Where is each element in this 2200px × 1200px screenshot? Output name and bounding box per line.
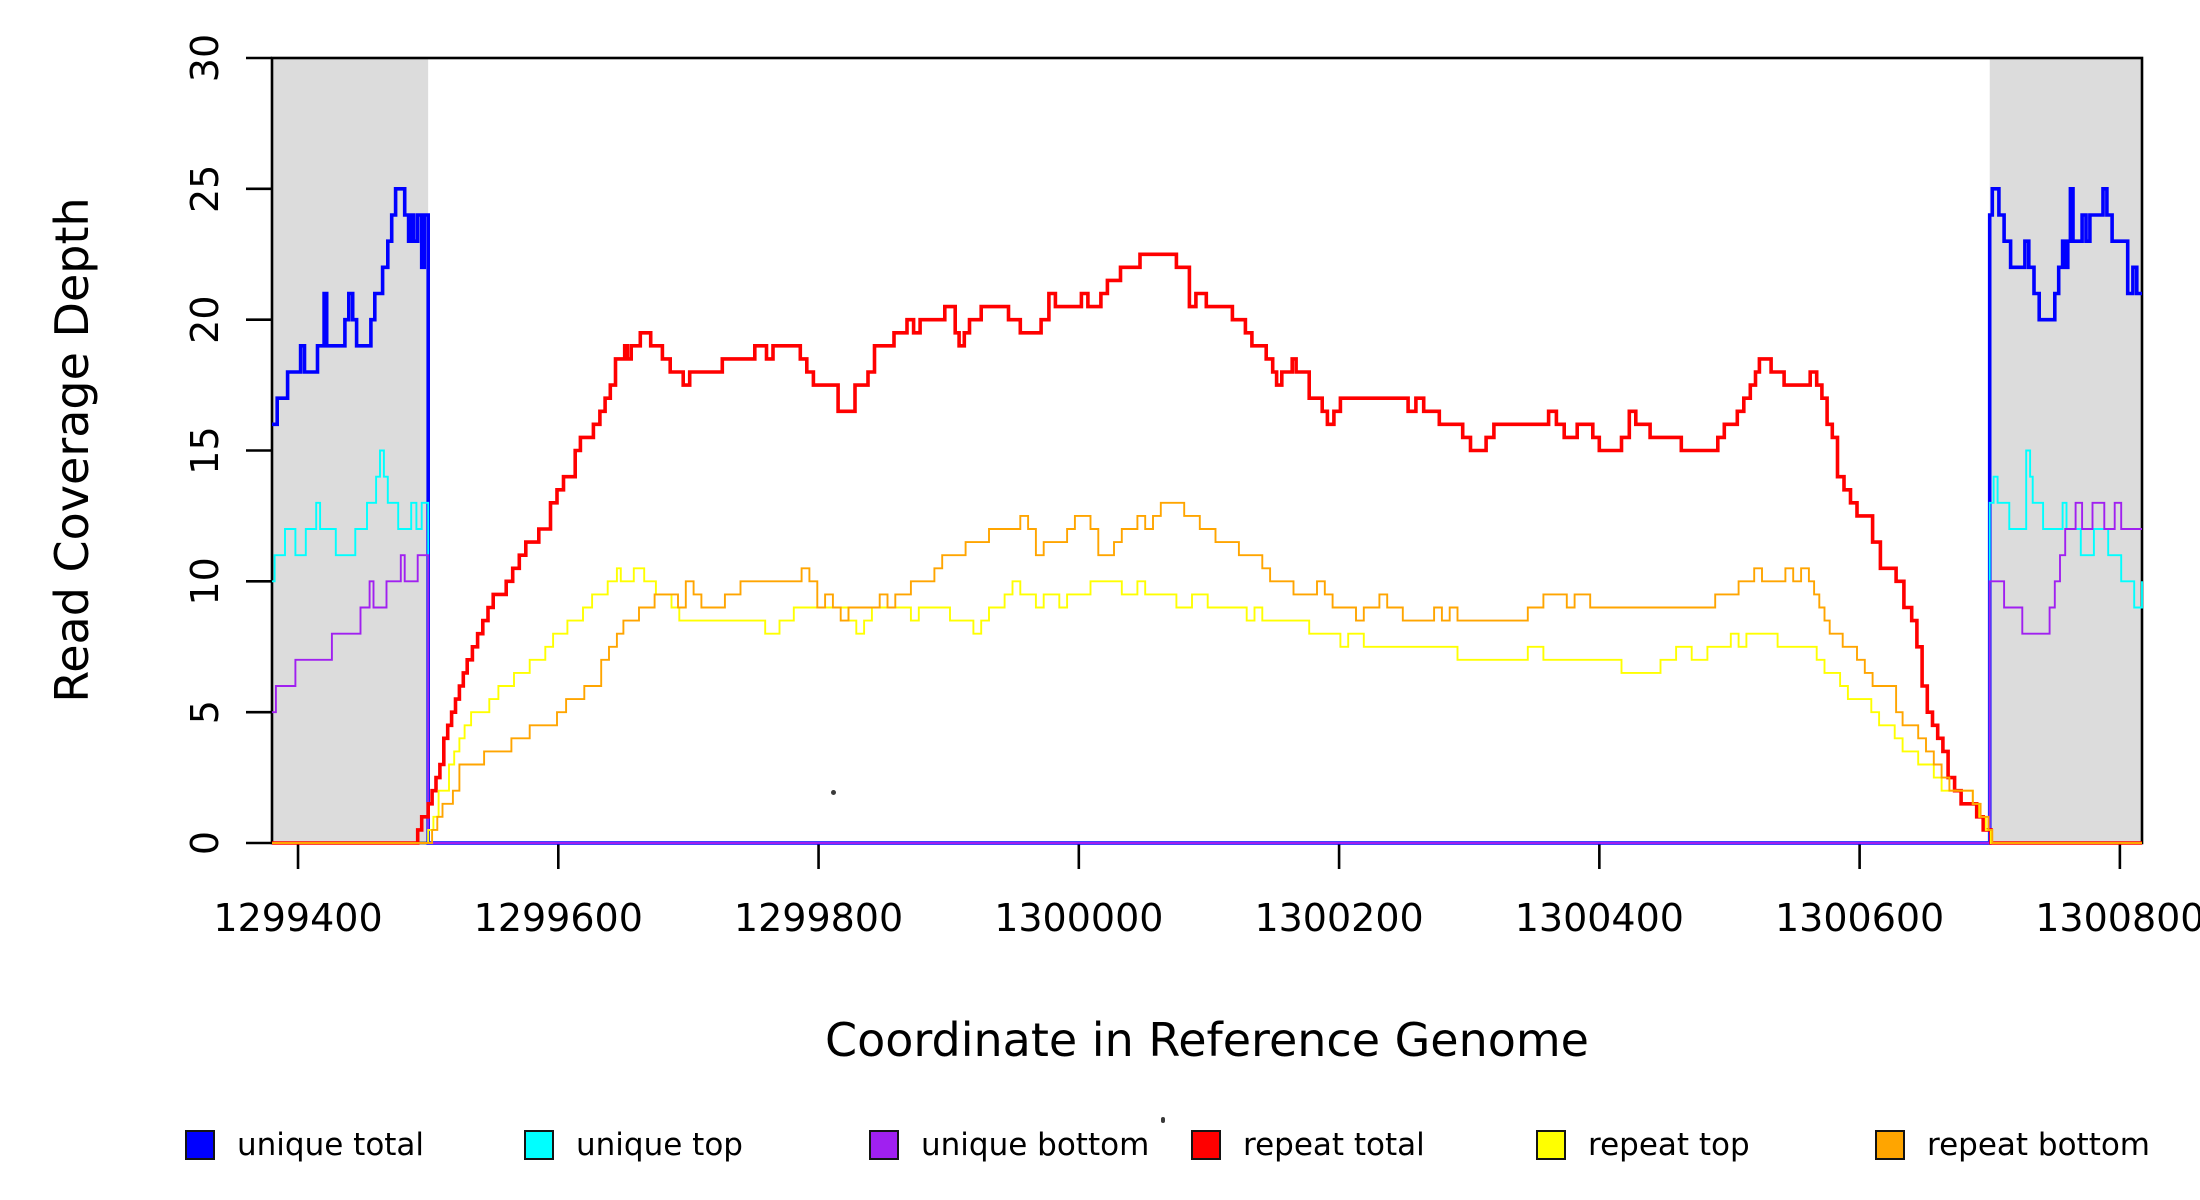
x-tick-label: 1300000 [994,896,1163,940]
legend-item-repeat-top: repeat top [1536,1118,1750,1172]
legend-label: unique top [576,1127,743,1163]
x-tick-label: 1300400 [1515,896,1684,940]
legend-item-unique-total: unique total [185,1118,424,1172]
artifact-dot [1161,1117,1165,1123]
legend-item-unique-bottom: unique bottom [869,1118,1149,1172]
legend-label: repeat total [1243,1127,1425,1163]
legend-item-repeat-bottom: repeat bottom [1875,1118,2150,1172]
x-tick-label: 1299800 [734,896,903,940]
series-path-unique-top [272,449,2143,844]
legend-swatch-repeat-bottom [1875,1130,1905,1160]
legend-label: unique total [237,1127,425,1163]
x-tick-label: 1300800 [2035,896,2200,940]
series-path-repeat-bottom [272,501,2142,844]
legend-label: repeat top [1588,1127,1750,1163]
x-tick-label: 1300200 [1254,896,1423,940]
artifact-dot [831,790,836,795]
shaded-region [272,58,429,843]
legend-swatch-repeat-top [1536,1130,1566,1160]
shaded-region [1989,58,2142,843]
series-path-repeat-top [272,567,2142,844]
y-tick-label: 15 [183,426,227,474]
legend-swatch-unique-bottom [869,1130,899,1160]
x-tick-label: 1299600 [474,896,643,940]
legend-item-unique-top: unique top [524,1118,743,1172]
y-tick-label: 10 [183,557,227,605]
series-path-unique-bottom [272,501,2142,844]
y-tick-label: 20 [183,295,227,343]
legend-item-repeat-total: repeat total [1191,1118,1425,1172]
y-tick-label: 30 [183,34,227,82]
legend-swatch-repeat-total [1191,1130,1221,1160]
x-axis-title: Coordinate in Reference Genome [825,1013,1589,1067]
legend-label: unique bottom [921,1127,1150,1163]
x-tick-label: 1299400 [213,896,382,940]
y-tick-label: 5 [183,700,227,724]
chart-legend: unique total unique top unique bottom re… [0,1118,2200,1172]
y-tick-label: 25 [183,165,227,213]
y-tick-label: 0 [183,831,227,855]
legend-label: repeat bottom [1927,1127,2151,1163]
series-path-repeat-total [272,252,2142,845]
legend-swatch-unique-total [185,1130,215,1160]
y-axis-title: Read Coverage Depth [45,197,99,703]
x-tick-label: 1300600 [1775,896,1944,940]
legend-swatch-unique-top [524,1130,554,1160]
